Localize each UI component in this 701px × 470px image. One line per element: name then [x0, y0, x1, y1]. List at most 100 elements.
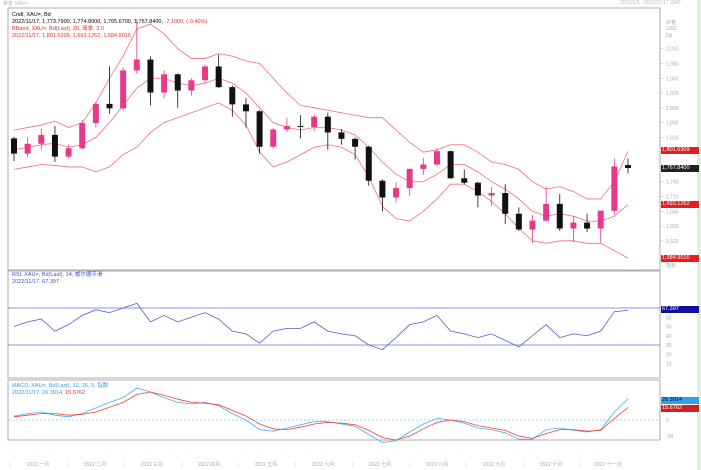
candle-body [433, 151, 440, 165]
rsi-legend: RSI, XAU=, Bd(Last), 14, 威尔德平滑 2022/11/1… [12, 272, 102, 286]
lower-band-badge: 1,584.9016 [661, 255, 699, 262]
rsi-panel [7, 270, 661, 379]
candle-body [611, 166, 618, 211]
candle-body [174, 74, 181, 91]
rsi-tick-label: 10 [666, 362, 672, 368]
price-tick-label: 1,830 [666, 135, 679, 141]
month-separator: | [523, 462, 524, 468]
price-unit: 价格 [666, 20, 677, 26]
candle-body [324, 116, 331, 133]
macd-line [13, 387, 629, 443]
month-separator: | [67, 462, 68, 468]
candle-body [529, 220, 536, 230]
cndl-name: Cndl, XAU=, Bd [12, 12, 51, 18]
candle-legend: Cndl, XAU=, Bd 2022/11/17, 1,773.7900, 1… [12, 12, 207, 40]
bband-mid-line [13, 77, 629, 222]
price-tick-label: 1,950 [666, 76, 679, 82]
month-label: 2022 九月 [483, 461, 506, 468]
candle-body [597, 210, 604, 229]
candle-body [270, 129, 277, 147]
day-tick: · [582, 448, 584, 454]
rsi-tick-label: 40 [666, 334, 672, 340]
day-tick: · [174, 448, 176, 454]
candle-body [147, 59, 154, 93]
month-separator: | [409, 462, 410, 468]
macd-tick-label: 0 [666, 418, 669, 424]
day-tick: · [324, 448, 326, 454]
mid-band-badge: 1,693.1262 [661, 201, 699, 208]
macd-legend: MACD, XAU=, Bd(Last), 12, 26, 9, 指数 2022… [12, 383, 108, 397]
signal-badge: 15.6762 [661, 405, 699, 412]
day-tick: · [569, 448, 571, 454]
indicator-label: 指标 [666, 263, 677, 269]
date-range: 2022/1/3 - 2022/11/17 GMT [620, 0, 682, 6]
candle-body [229, 87, 236, 105]
day-tick: · [487, 448, 489, 454]
month-separator: | [124, 462, 125, 468]
rsi-tick-label: 30 [666, 343, 672, 349]
rsi-tick-label: 60 [666, 315, 672, 321]
cndl-change: -7.1000, (-0.40%) [164, 19, 208, 25]
month-label: 2022 四月 [198, 462, 221, 468]
macd-badge: 26.3914 [661, 397, 699, 404]
day-tick: · [93, 448, 95, 454]
month-label: 2022 八月 [426, 462, 449, 468]
day-tick: · [446, 448, 448, 454]
day-tick: · [501, 448, 503, 454]
day-tick: · [215, 448, 217, 454]
price-tick-label: 2,010 [666, 47, 679, 53]
bband-upper-line [13, 23, 629, 200]
candle-body [297, 126, 304, 128]
candle-body [188, 80, 195, 91]
price-tick-label: 1,710 [666, 194, 679, 200]
month-label: 2022 十一月 [594, 461, 622, 468]
title-bar: 黄金 XAU= 2022/1/3 - 2022/11/17 GMT [0, 0, 701, 8]
rsi-values: 2022/11/17, 67.397 [12, 279, 59, 285]
price-tick-label: 1,890 [666, 106, 679, 112]
day-tick: · [419, 448, 421, 454]
day-tick: · [188, 448, 190, 454]
price-tick-label: 1,680 [666, 209, 679, 215]
day-tick: · [514, 448, 516, 454]
day-tick: · [11, 448, 13, 454]
candle-body [283, 126, 290, 130]
candle-body [106, 103, 113, 109]
day-tick: · [242, 448, 244, 454]
candle-body [379, 180, 386, 198]
day-tick: · [38, 448, 40, 454]
candle-body [51, 134, 58, 157]
signal-line [13, 391, 629, 441]
candle-body [65, 148, 72, 157]
day-tick: · [378, 448, 380, 454]
bband-lower-line [13, 102, 629, 259]
candle-body [570, 222, 577, 229]
candle-body [352, 138, 359, 147]
day-tick: · [351, 448, 353, 454]
rsi-name: RSI, XAU=, Bd(Last), 14, 威尔德平滑 [12, 272, 103, 278]
macd-panel [7, 379, 661, 441]
bband-values: 2022/11/17, 1,801.6309, 1,693.1262, 1,58… [12, 33, 131, 39]
candle-body [420, 164, 427, 169]
day-tick: · [120, 448, 122, 454]
day-tick: · [623, 448, 625, 454]
month-separator: | [238, 462, 239, 468]
candle-body [488, 193, 495, 196]
price-tick-label: 1,740 [666, 180, 679, 186]
month-separator: | [181, 462, 182, 468]
candle-body [92, 103, 99, 124]
day-tick: · [297, 448, 299, 454]
month-separator: | [352, 462, 353, 468]
day-tick: · [433, 448, 435, 454]
month-separator: | [466, 462, 467, 468]
month-label: 2022 六月 [312, 461, 335, 468]
candle-body [79, 123, 86, 149]
macd-name: MACD, XAU=, Bd(Last), 12, 26, 9, 指数 [12, 383, 109, 389]
price-tick-label: 1,620 [666, 239, 679, 245]
price-tick-label: 1,920 [666, 91, 679, 97]
upper-band-badge: 1,801.6309 [661, 147, 699, 154]
day-tick: · [25, 448, 27, 454]
day-tick: · [338, 448, 340, 454]
day-tick: · [52, 448, 54, 454]
day-tick: · [406, 448, 408, 454]
